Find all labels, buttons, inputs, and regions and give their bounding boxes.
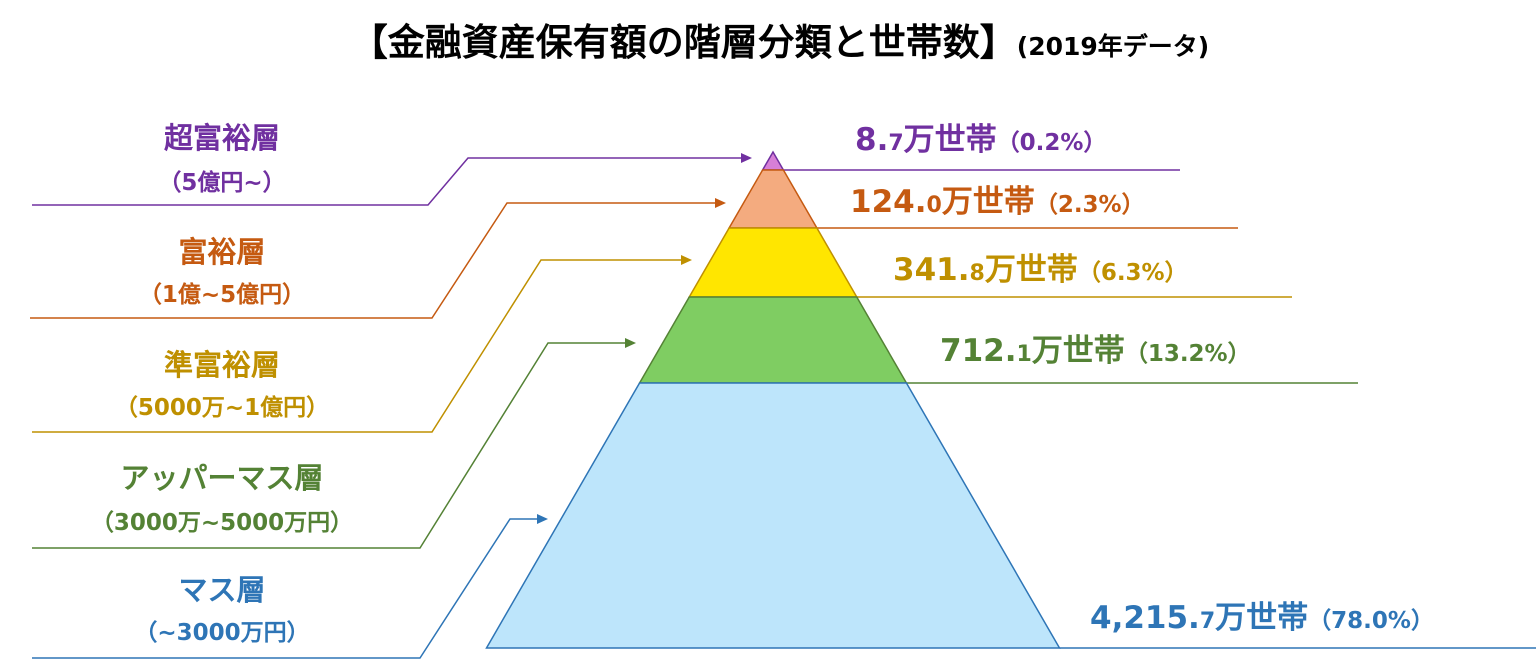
share: （13.2%） [1125,340,1251,367]
share: （6.3%） [1078,259,1188,286]
count-dec: 1 [1017,342,1032,367]
pyramid-layer [727,169,819,229]
leader-line [32,259,682,433]
leader-line [30,202,716,319]
share: （0.2%） [997,129,1107,156]
pyramid-layer [485,382,1061,649]
count-dec: 0 [927,193,942,218]
count-unit: 万世帯 [942,184,1035,220]
tier-name: マス層 [178,573,265,607]
tier-count: 4,215.7万世帯（78.0%） [1090,600,1434,636]
title: 【金融資産保有額の階層分類と世帯数】(2019年データ) [351,21,1209,64]
count-unit: 万世帯 [1032,333,1125,369]
arrow-head [537,514,548,524]
arrow-head [681,255,692,265]
pyramid-layer [761,150,785,171]
count-dec: 7 [888,131,903,156]
arrow-head [741,153,752,163]
tier-name: 準富裕層 [164,348,280,382]
count-int: 8. [855,122,888,158]
tier-range: （5000万~1億円） [115,394,329,421]
count-unit: 万世帯 [985,252,1078,288]
count-int: 124. [850,184,927,220]
count-dec: 8 [970,261,985,286]
tier-name: アッパーマス層 [120,461,323,495]
pyramid-layer [638,296,908,384]
tier-count: 712.1万世帯（13.2%） [940,333,1251,369]
tier-range: （3000万~5000万円） [91,509,353,536]
arrow-head [715,198,726,208]
tier-count: 124.0万世帯（2.3%） [850,184,1145,220]
tier-range: （1億~5億円） [139,281,305,308]
arrow-head [625,338,636,348]
share: （78.0%） [1308,607,1434,634]
count-int: 341. [893,252,970,288]
tier-name: 富裕層 [178,235,265,269]
leader-line [32,157,742,206]
tier-range: （~3000万円） [134,619,309,646]
share: （2.3%） [1035,191,1145,218]
count-int: 712. [940,333,1017,369]
leader-line [32,518,538,659]
count-unit: 万世帯 [904,122,997,158]
pyramid-layer [687,227,859,298]
title-main: 【金融資産保有額の階層分類と世帯数】 [351,21,1017,64]
tier-range: （5億円~） [158,169,285,196]
count-dec: 7 [1200,609,1215,634]
tier-count: 8.7万世帯（0.2%） [855,122,1106,158]
tier-name: 超富裕層 [164,121,280,155]
subtitle: (2019年データ) [1017,32,1209,61]
leader-line [32,342,626,549]
tier-count: 341.8万世帯（6.3%） [893,252,1188,288]
count-int: 4,215. [1090,600,1200,636]
count-unit: 万世帯 [1215,600,1308,636]
